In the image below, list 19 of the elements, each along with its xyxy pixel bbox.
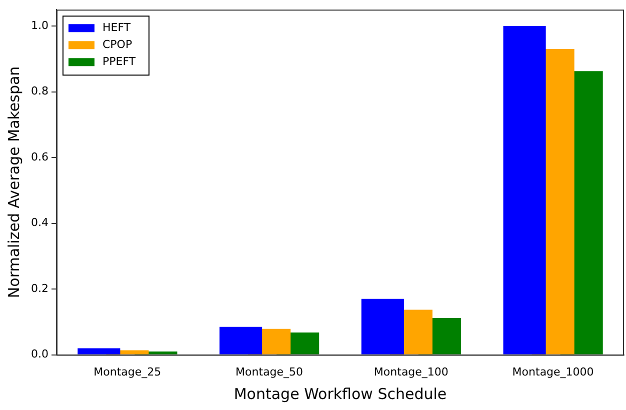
bar — [220, 326, 262, 354]
y-tick-label: 0.8 — [30, 84, 48, 98]
x-tick-label: Montage_100 — [374, 365, 448, 378]
y-tick-label: 1.0 — [30, 18, 48, 32]
bar — [361, 298, 404, 354]
x-tick-label: Montage_50 — [236, 365, 304, 378]
bar — [503, 26, 546, 354]
legend-label: CPOP — [102, 38, 132, 51]
y-tick-label: 0.4 — [30, 216, 48, 230]
legend-label: PPEFT — [102, 54, 136, 68]
x-tick-label: Montage_1000 — [512, 365, 594, 378]
bar — [78, 348, 120, 354]
x-axis-title: Montage Workflow Schedule — [234, 384, 447, 403]
y-tick-label: 0.0 — [30, 348, 48, 361]
legend-label: HEFT — [102, 20, 131, 34]
y-tick-label: 0.6 — [30, 150, 48, 164]
y-tick-label: 0.2 — [30, 282, 48, 295]
y-axis-title: Normalized Average Makespan — [4, 66, 23, 298]
x-tick-label: Montage_25 — [94, 365, 162, 378]
